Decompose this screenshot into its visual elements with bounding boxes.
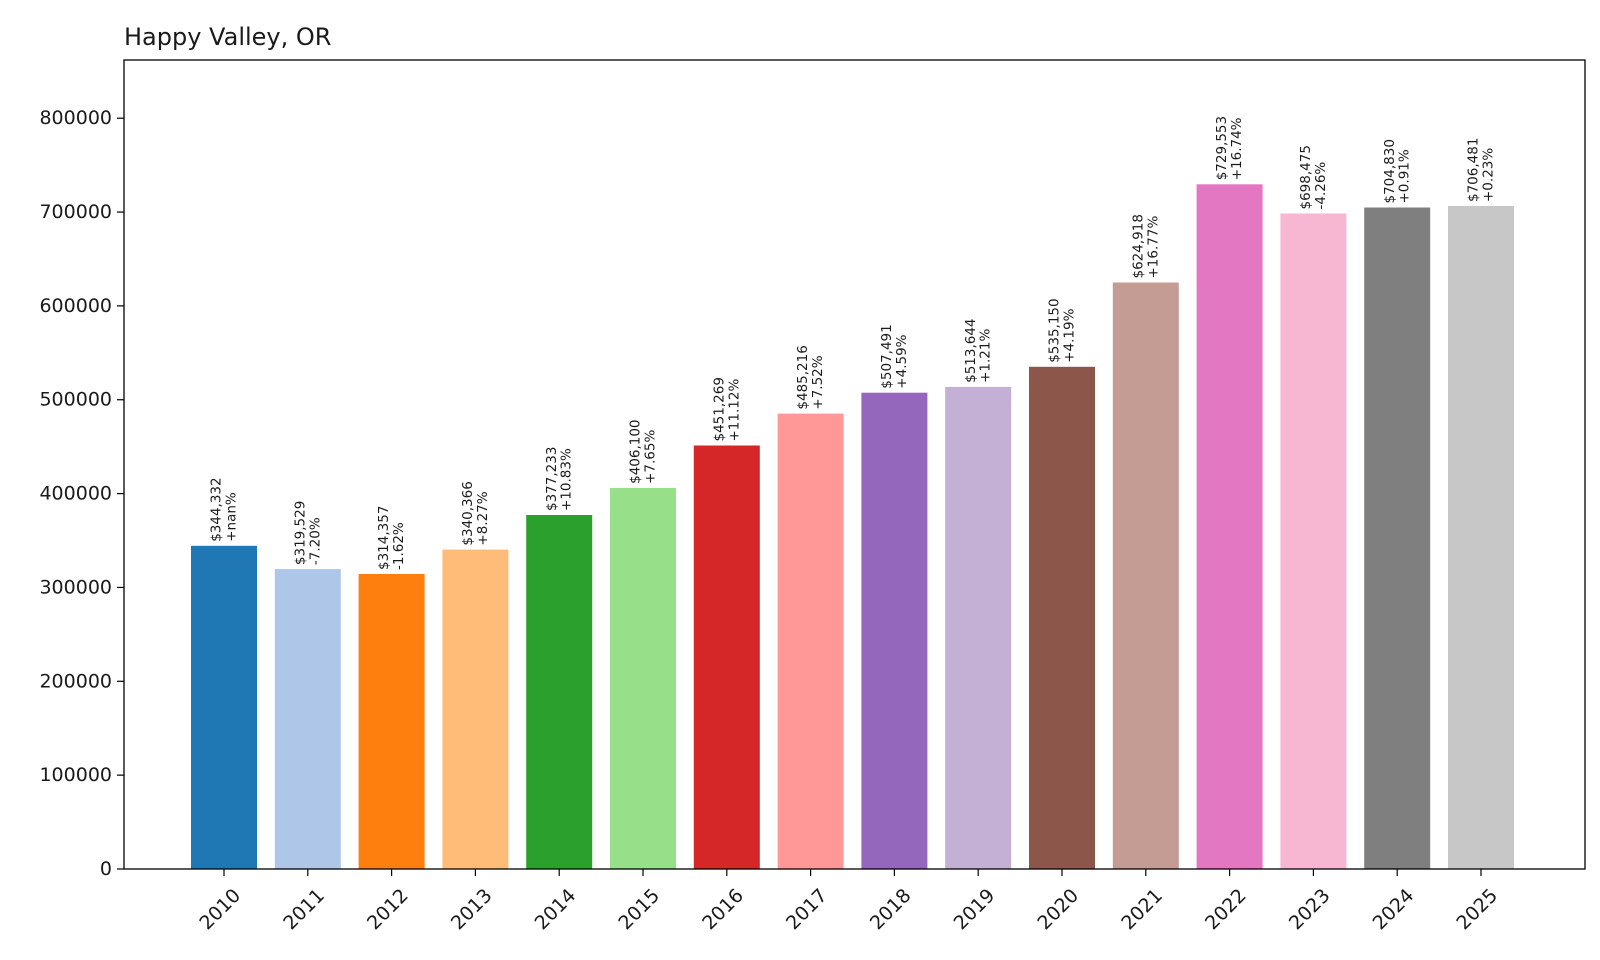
bar-label-2025: $706,481+0.23% — [1466, 138, 1497, 202]
bar-label-2016: $451,269+11.12% — [711, 377, 742, 441]
value-label: $704,830 — [1382, 139, 1398, 203]
value-label: $314,357 — [376, 506, 392, 570]
change-label: +8.27% — [475, 491, 491, 545]
x-tick-label-2020: 2020 — [1033, 885, 1083, 935]
y-tick-label-800000: 800000 — [39, 107, 112, 129]
x-tick-label-2016: 2016 — [698, 885, 748, 935]
bars-group — [191, 184, 1514, 870]
change-label: +10.83% — [559, 448, 575, 511]
bar-2023 — [1280, 213, 1347, 869]
bar-2013 — [442, 549, 509, 869]
x-tick-label-2024: 2024 — [1369, 885, 1419, 935]
change-label: -4.26% — [1313, 162, 1329, 210]
value-label: $507,491 — [879, 324, 895, 388]
bar-2020 — [1029, 366, 1095, 869]
bar-2019 — [945, 386, 1012, 869]
chart-title: Happy Valley, OR — [124, 23, 331, 51]
x-tick-label-2018: 2018 — [866, 885, 916, 935]
x-tick-label-2015: 2015 — [614, 885, 664, 935]
x-tick-label-2019: 2019 — [950, 885, 1000, 935]
bar-2024 — [1364, 207, 1431, 869]
y-tick-label-100000: 100000 — [39, 764, 112, 786]
y-tick-label-600000: 600000 — [39, 295, 112, 317]
bar-label-2018: $507,491+4.59% — [879, 324, 910, 388]
bar-2022 — [1196, 184, 1263, 870]
bar-label-2024: $704,830+0.91% — [1382, 139, 1413, 203]
change-label: +4.19% — [1061, 308, 1077, 362]
value-label: $406,100 — [628, 419, 644, 483]
change-label: +0.91% — [1397, 149, 1413, 203]
change-label: +7.65% — [642, 430, 658, 484]
bar-2014 — [526, 515, 593, 869]
bar-2016 — [693, 445, 760, 869]
y-tick-label-500000: 500000 — [39, 389, 112, 411]
x-tick-label-2023: 2023 — [1285, 885, 1335, 935]
change-label: -7.20% — [307, 517, 323, 565]
change-label: +4.59% — [894, 334, 910, 388]
value-label: $535,150 — [1047, 298, 1063, 362]
bar-2012 — [358, 574, 425, 869]
bar-2011 — [274, 569, 341, 869]
value-label: $340,366 — [460, 481, 476, 545]
change-label: +1.21% — [978, 329, 994, 383]
value-label: $485,216 — [795, 345, 811, 409]
x-tick-label-2012: 2012 — [363, 885, 413, 935]
x-axis: 2010 2011 2012 2013 2014 2015 2016 2017 2018 2019… — [195, 869, 1502, 934]
bar-label-2020: $535,150+4.19% — [1047, 298, 1078, 362]
change-label: +nan% — [223, 492, 239, 542]
x-tick-label-2010: 2010 — [195, 885, 245, 935]
x-tick-label-2022: 2022 — [1201, 885, 1251, 935]
y-tick-label-400000: 400000 — [39, 483, 112, 505]
x-tick-label-2025: 2025 — [1452, 885, 1502, 935]
bar-labels-group: $344,332+nan% $319,529-7.20% $314,357-1.62… — [209, 116, 1497, 570]
value-label: $344,332 — [209, 477, 225, 541]
value-label: $513,644 — [963, 318, 979, 382]
plot-frame — [123, 59, 1586, 870]
y-tick-label-700000: 700000 — [39, 201, 112, 223]
y-tick-label-300000: 300000 — [39, 576, 112, 598]
x-tick-label-2021: 2021 — [1117, 885, 1167, 935]
bar-label-2010: $344,332+nan% — [209, 477, 240, 541]
bar-label-2012: $314,357-1.62% — [376, 506, 407, 570]
value-label: $729,553 — [1214, 116, 1230, 180]
bar-label-2021: $624,918+16.77% — [1130, 214, 1161, 278]
change-label: +0.23% — [1480, 148, 1496, 202]
change-label: +11.12% — [726, 379, 742, 442]
y-axis: 0 100000 200000 300000 400000 500000 600000 700… — [39, 107, 124, 880]
value-label: $698,475 — [1298, 145, 1314, 209]
bar-label-2023: $698,475-4.26% — [1298, 145, 1329, 209]
x-tick-label-2017: 2017 — [782, 885, 832, 935]
change-label: +16.74% — [1229, 117, 1245, 180]
bar-label-2014: $377,233+10.83% — [544, 447, 575, 511]
x-tick-label-2014: 2014 — [531, 885, 581, 935]
bar-2025 — [1448, 206, 1514, 869]
bar-2018 — [861, 392, 928, 869]
bar-label-2013: $340,366+8.27% — [460, 481, 491, 545]
x-tick-label-2011: 2011 — [279, 885, 329, 935]
value-label: $377,233 — [544, 447, 560, 511]
x-tick-label-2013: 2013 — [447, 885, 497, 935]
value-label: $706,481 — [1466, 138, 1482, 202]
value-label: $451,269 — [711, 377, 727, 441]
bar-label-2019: $513,644+1.21% — [963, 318, 994, 382]
bar-label-2022: $729,553+16.74% — [1214, 116, 1245, 180]
bar-2021 — [1112, 282, 1179, 869]
bar-label-2015: $406,100+7.65% — [628, 419, 659, 483]
value-label: $319,529 — [292, 501, 308, 565]
change-label: -1.62% — [391, 522, 407, 570]
bar-label-2011: $319,529-7.20% — [292, 501, 323, 565]
y-tick-label-0: 0 — [100, 858, 112, 880]
bar-label-2017: $485,216+7.52% — [795, 345, 826, 409]
change-label: +7.52% — [810, 355, 826, 409]
value-label: $624,918 — [1130, 214, 1146, 278]
y-tick-label-200000: 200000 — [39, 670, 112, 692]
change-label: +16.77% — [1145, 216, 1161, 279]
bar-2017 — [777, 413, 844, 869]
bar-2010 — [191, 545, 257, 869]
bar-2015 — [610, 487, 676, 869]
